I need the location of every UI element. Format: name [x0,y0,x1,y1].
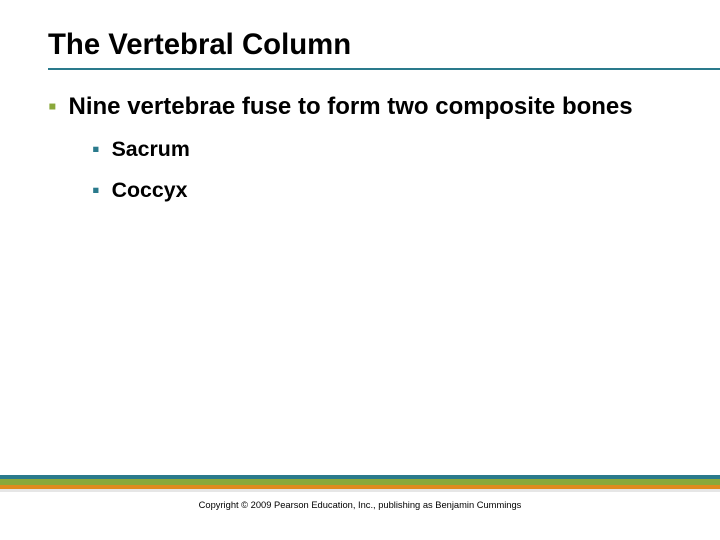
bullet-level2: ▪ Sacrum [92,136,680,163]
footer-stripes [0,475,720,492]
bullet-level2-text: Coccyx [112,177,188,204]
bullet-marker-icon: ▪ [92,136,100,163]
bullet-level1-text: Nine vertebrae fuse to form two composit… [69,92,633,122]
stripe [0,489,720,492]
bullet-level2: ▪ Coccyx [92,177,680,204]
bullet-marker-icon: ▪ [92,177,100,204]
bullet-marker-icon: ▪ [48,92,57,122]
title-region: The Vertebral Column [0,0,720,70]
bullet-level2-text: Sacrum [112,136,190,163]
copyright-text: Copyright © 2009 Pearson Education, Inc.… [0,500,720,510]
bullet-level1: ▪ Nine vertebrae fuse to form two compos… [48,92,680,122]
content-region: ▪ Nine vertebrae fuse to form two compos… [0,70,720,203]
slide: The Vertebral Column ▪ Nine vertebrae fu… [0,0,720,540]
slide-title: The Vertebral Column [48,28,720,62]
